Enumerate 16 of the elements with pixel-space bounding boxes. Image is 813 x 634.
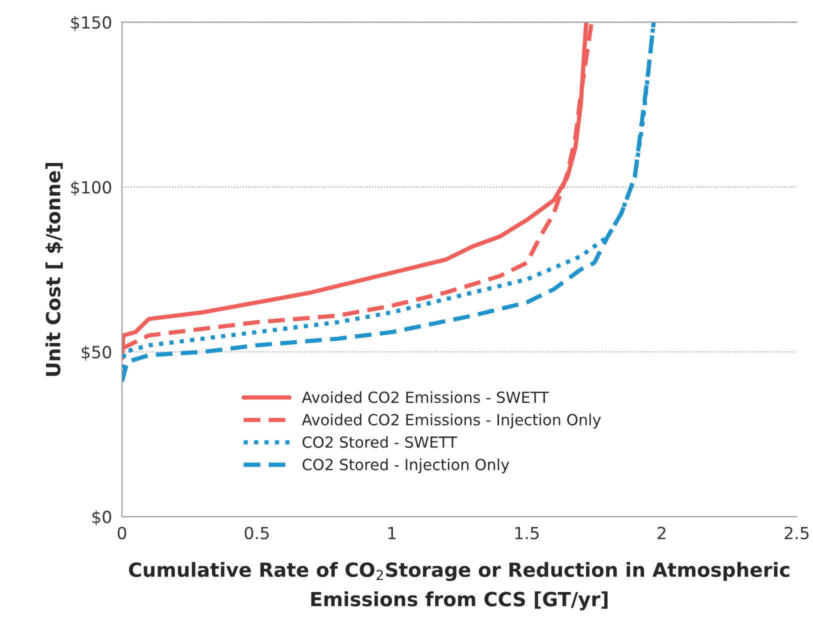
- x-tick-label: 1.5: [515, 526, 539, 540]
- legend-label: Avoided CO2 Emissions - Injection Only: [302, 414, 601, 428]
- x-tick-label: 0.5: [244, 526, 269, 540]
- legend-label: Avoided CO2 Emissions - SWETT: [302, 391, 549, 404]
- y-axis-title: Unit Cost [ $/tonne]: [45, 162, 64, 376]
- x-axis-title: Cumulative Rate of CO$_{2}$Storage or Reduction in Atmospheric Emissions from CCS [GT/yr]: [128, 562, 790, 610]
- x-tick-label: 1: [388, 526, 396, 540]
- y-tick-label: $50: [82, 346, 112, 361]
- x-tick-label: 2.5: [784, 526, 809, 540]
- x-tick-label: 2: [658, 526, 666, 540]
- x-tick-label: 0: [118, 526, 126, 540]
- legend-label: CO2 Stored - SWETT: [302, 436, 458, 448]
- legend-label: CO2 Stored - Injection Only: [302, 458, 510, 474]
- y-tick-label: $0: [92, 510, 112, 526]
- y-tick-label: $100: [71, 180, 112, 196]
- y-tick-label: $150: [71, 16, 112, 31]
